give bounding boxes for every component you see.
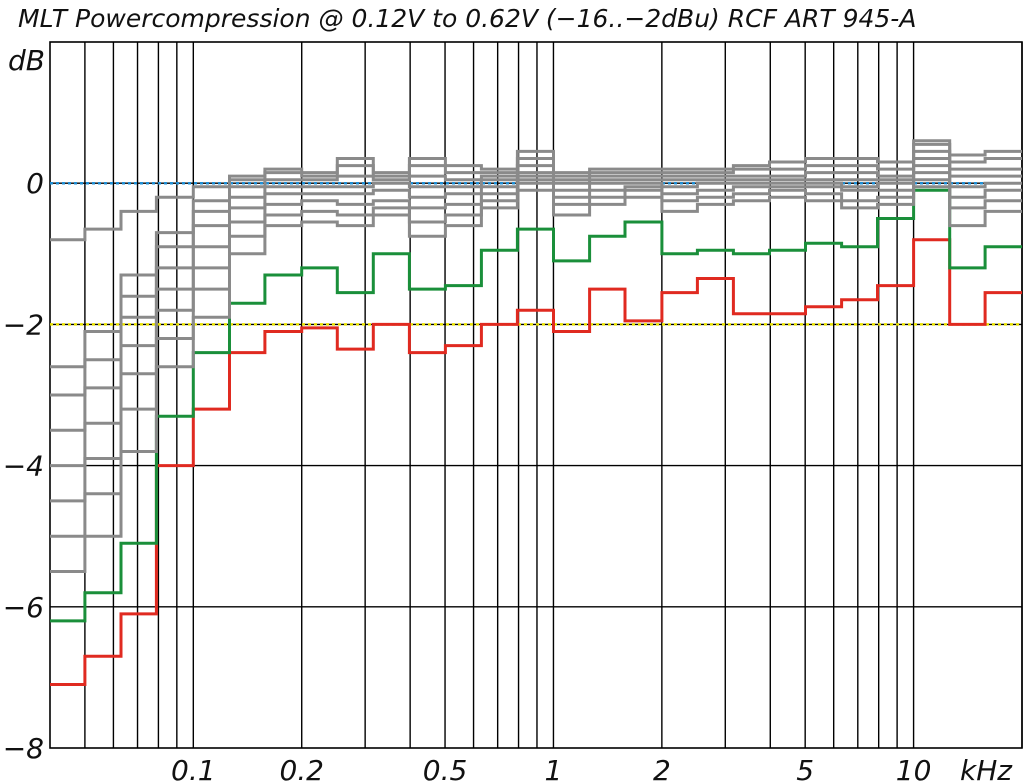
y-tick-label: −2 [3, 308, 44, 341]
series-line-1 [50, 238, 1022, 686]
x-tick-label: 0.2 [279, 754, 324, 784]
y-tick-label: −8 [3, 732, 44, 765]
x-tick-label: 5 [796, 754, 814, 784]
grid-layer [49, 41, 1023, 749]
tick-labels-layer: 0 −2 −4 −6 −8 0.1 0.2 0.5 1 2 5 10 [3, 167, 932, 784]
y-tick-label: −6 [3, 591, 44, 624]
series-line-7 [50, 157, 1022, 432]
y-tick-label: 0 [26, 167, 44, 200]
y-tick-label: −4 [3, 450, 44, 483]
series-line-4 [50, 178, 1022, 538]
x-axis-unit-label: kHz [960, 754, 1013, 784]
series-line-2 [50, 188, 1022, 623]
series-line-5 [50, 171, 1022, 503]
chart-title: MLT Powercompression @ 0.12V to 0.62V (−… [18, 4, 916, 33]
series-line-3 [50, 185, 1022, 573]
x-tick-label: 0.1 [171, 754, 216, 784]
x-tick-label: 10 [896, 754, 932, 784]
y-axis-unit-label: dB [8, 44, 45, 77]
series-layer [50, 139, 1022, 686]
series-line-9 [50, 142, 1022, 369]
x-tick-label: 2 [653, 754, 671, 784]
x-tick-label: 1 [545, 754, 563, 784]
x-tick-label: 0.5 [423, 754, 468, 784]
series-line-10 [50, 139, 1022, 242]
plot-frame [49, 41, 1023, 749]
